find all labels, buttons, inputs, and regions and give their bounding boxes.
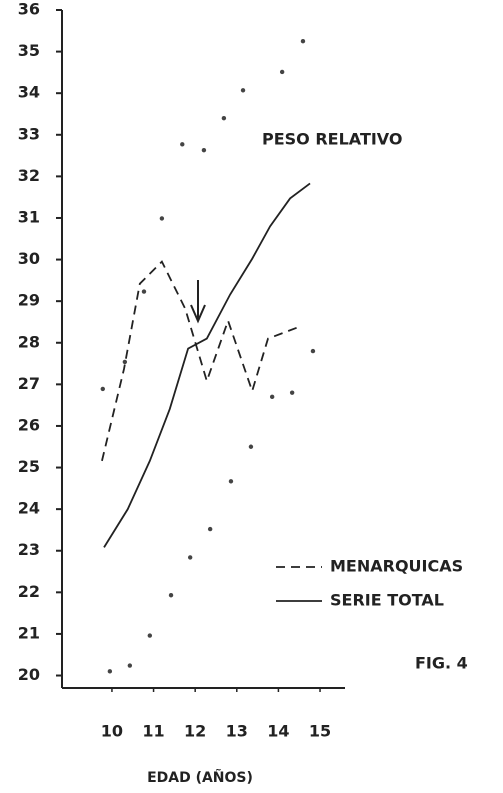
data-point	[240, 88, 246, 93]
data-point	[147, 633, 153, 638]
data-point	[221, 115, 227, 121]
data-point	[100, 386, 105, 392]
y-tick-label: 36	[18, 0, 40, 19]
data-point	[180, 142, 185, 147]
data-point	[201, 147, 207, 153]
y-tick-label: 32	[18, 166, 40, 185]
legend-label: SERIE TOTAL	[330, 591, 444, 610]
series-line	[101, 260, 301, 462]
arrow	[190, 280, 206, 324]
y-tick-label: 34	[18, 83, 40, 102]
annotation: PESO RELATIVO	[262, 130, 403, 149]
x-axis-label: EDAD (AÑOS)	[147, 769, 253, 786]
y-tick-label: 22	[18, 582, 40, 601]
y-tick-label: 26	[18, 415, 40, 434]
y-tick-label: 24	[18, 499, 40, 518]
x-tick-label: 14	[267, 722, 289, 741]
data-point	[300, 38, 306, 44]
y-tick-label: 29	[18, 291, 40, 310]
data-point	[248, 444, 254, 449]
data-point	[141, 289, 147, 294]
data-point	[159, 216, 165, 221]
y-tick-label: 20	[18, 665, 40, 684]
x-tick-label: 13	[226, 722, 248, 741]
y-tick-label: 31	[18, 207, 40, 226]
data-point	[127, 663, 133, 668]
x-tick-label: 12	[184, 722, 206, 741]
figure-label: FIG. 4	[415, 654, 468, 673]
data-point	[207, 526, 213, 532]
data-point	[107, 669, 113, 674]
series-line	[103, 182, 311, 548]
y-tick-label: 27	[18, 374, 40, 393]
legend-label: MENARQUICAS	[330, 557, 463, 576]
x-tick-label: 11	[142, 722, 164, 741]
data-point	[310, 348, 316, 354]
data-point	[168, 593, 174, 598]
data-point	[289, 390, 295, 395]
data-point	[269, 394, 275, 400]
x-tick-label: 15	[309, 722, 331, 741]
y-tick-label: 28	[18, 332, 40, 351]
y-tick-label: 33	[18, 124, 40, 143]
y-tick-label: 21	[18, 623, 40, 642]
x-tick-label: 10	[101, 722, 123, 741]
y-tick-label: 30	[18, 249, 40, 268]
y-tick-label: 25	[18, 457, 40, 476]
y-tick-label: 35	[18, 41, 40, 60]
data-point	[187, 555, 193, 560]
data-point	[228, 479, 234, 484]
y-tick-label: 23	[18, 540, 40, 559]
data-point	[122, 359, 128, 365]
data-point	[279, 69, 285, 75]
